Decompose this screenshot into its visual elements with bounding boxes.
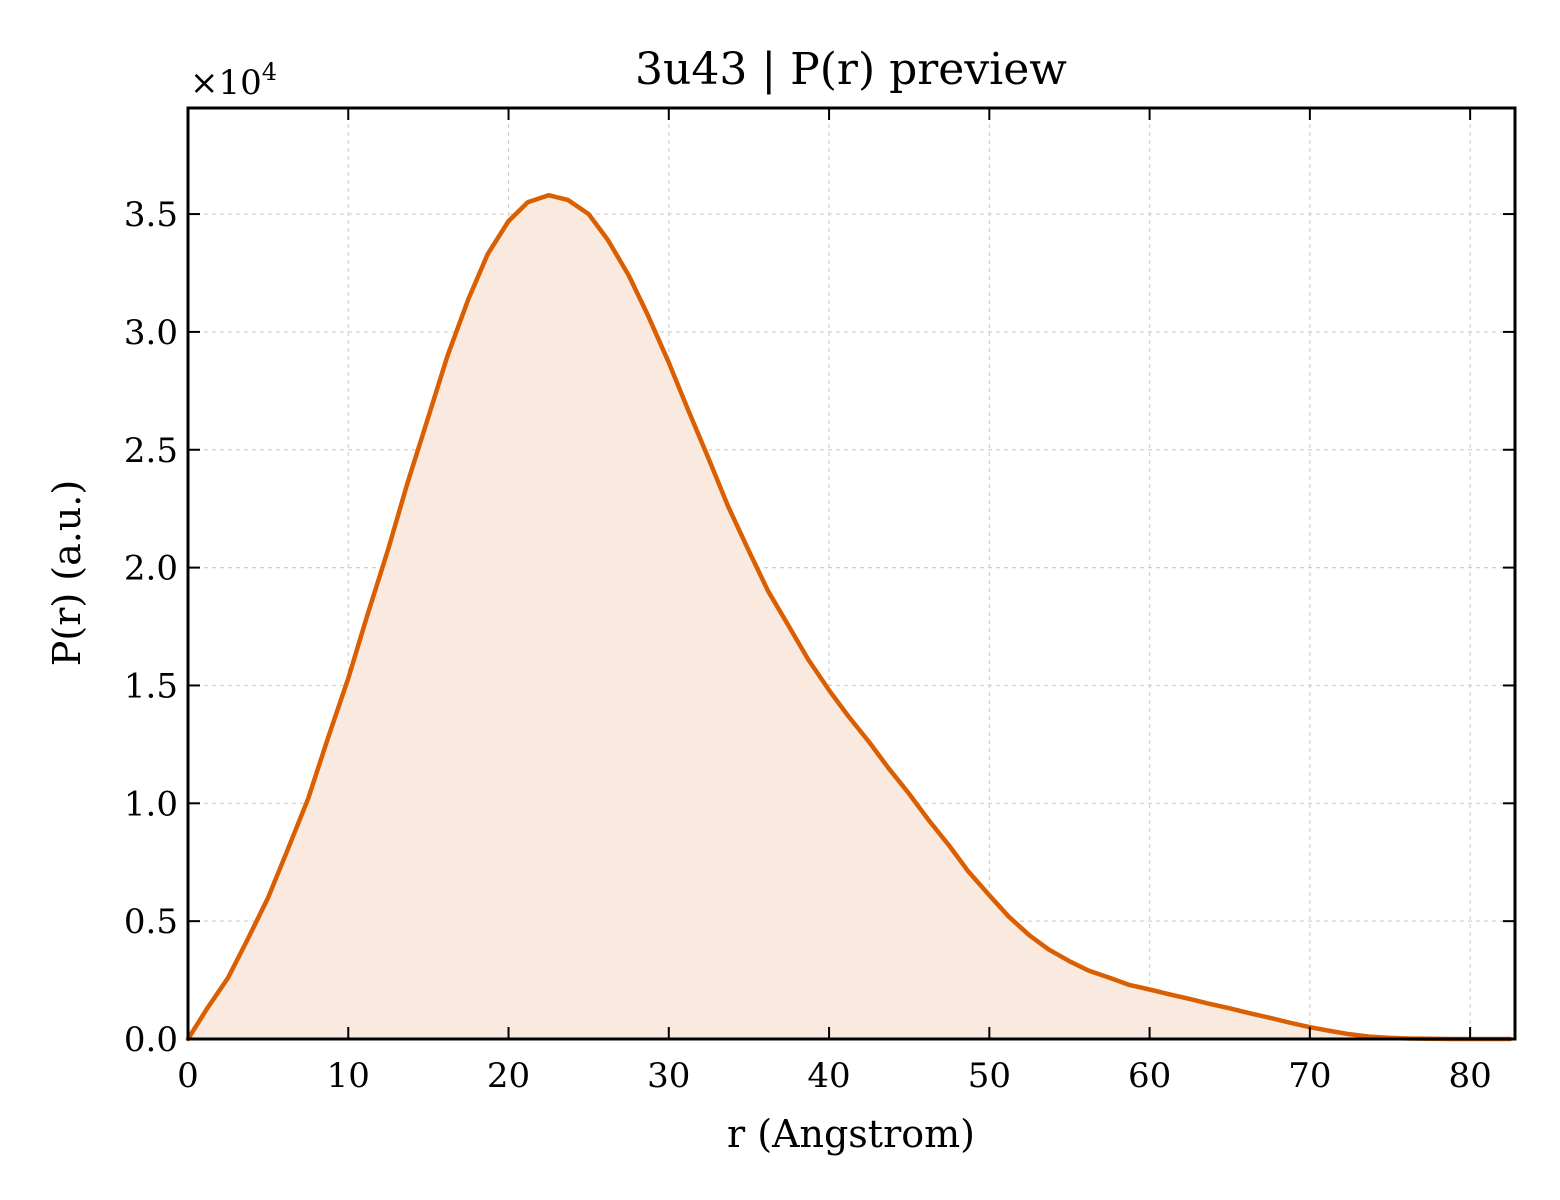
y-axis-multiplier: ×104 (190, 58, 277, 103)
y-tick-label: 0.5 (124, 902, 178, 942)
y-axis-multiplier-base: ×10 (190, 63, 262, 103)
plot-frame (186, 106, 1517, 1041)
x-tick-label: 20 (487, 1056, 530, 1096)
y-tick-label: 1.5 (124, 666, 178, 706)
pr-series-line (185, 192, 1513, 1042)
x-tick-label: 40 (807, 1056, 850, 1096)
y-tick-label: 3.5 (124, 195, 178, 235)
y-tick-label: 2.0 (124, 549, 178, 589)
chart-title: 3u43 | P(r) preview (635, 44, 1067, 95)
pr-area-fill (188, 195, 1511, 1039)
y-tick-label: 0.0 (124, 1020, 178, 1060)
y-tick-label: 2.5 (124, 431, 178, 471)
y-axis-label: P(r) (a.u.) (45, 480, 89, 666)
x-tick-label: 10 (327, 1056, 370, 1096)
x-tick-label: 80 (1448, 1056, 1491, 1096)
x-tick-label: 50 (968, 1056, 1011, 1096)
y-tick-label: 3.0 (124, 313, 178, 353)
x-tick-label: 0 (177, 1056, 199, 1096)
y-axis-multiplier-exponent: 4 (262, 58, 277, 86)
tick-layer: 0 10 20 30 40 50 60 70 80 0.0 0.5 1.0 1.5 2.0 2.5 3.0 3.… (124, 108, 1515, 1096)
y-tick-label: 1.0 (124, 784, 178, 824)
x-tick-label: 70 (1288, 1056, 1331, 1096)
x-axis-label: r (Angstrom) (727, 1112, 975, 1156)
x-tick-label: 30 (647, 1056, 690, 1096)
x-tick-label: 60 (1128, 1056, 1171, 1096)
